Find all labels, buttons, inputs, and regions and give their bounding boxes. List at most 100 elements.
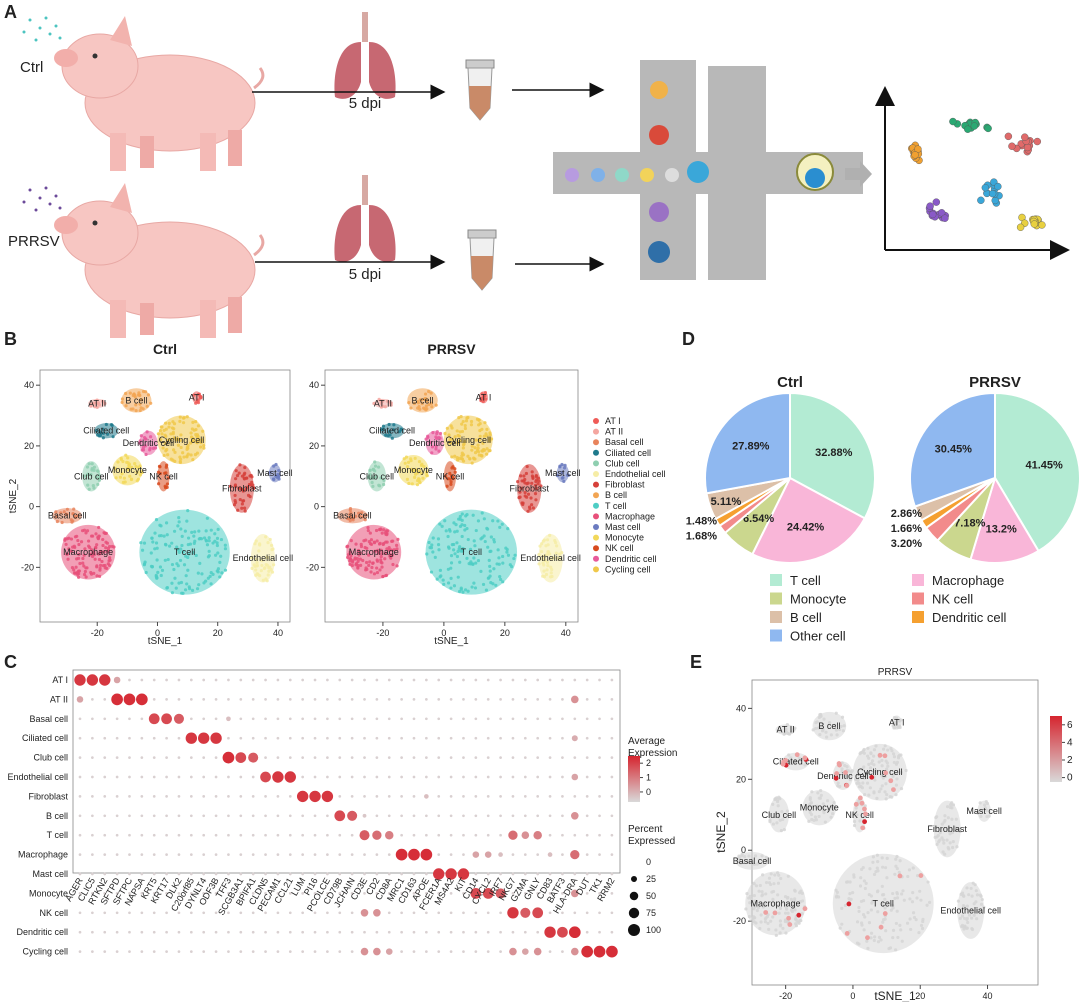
expression-dot — [400, 717, 403, 721]
expression-dot — [251, 872, 255, 876]
expression-dot — [462, 814, 465, 818]
expression-dot — [610, 911, 614, 915]
legend-label: Macrophage — [932, 573, 1004, 588]
expression-dot — [400, 736, 403, 740]
expression-dot — [425, 678, 428, 682]
expression-dot — [202, 853, 206, 856]
expression-dot — [548, 717, 552, 721]
cluster-label: Cycling cell — [159, 435, 205, 445]
expression-dot — [326, 756, 329, 759]
pie-label: 32.88% — [815, 447, 853, 459]
cluster-label: Club cell — [74, 471, 109, 481]
expression-dot — [235, 752, 247, 763]
expression-dot — [548, 736, 552, 740]
expression-dot — [523, 795, 527, 798]
expression-dot — [511, 853, 515, 856]
expression-dot — [227, 911, 230, 915]
group-label: Ctrl — [20, 59, 43, 76]
expression-dot — [523, 872, 527, 876]
expression-dot — [140, 756, 144, 759]
expression-dot — [288, 872, 292, 876]
legend-title: Expressed — [628, 836, 675, 847]
expression-dot — [536, 756, 540, 759]
lung — [334, 175, 396, 262]
expression-dot — [484, 851, 492, 858]
cluster-label: Basal cell — [48, 511, 87, 521]
expression-dot — [338, 717, 342, 721]
expression-dot — [412, 795, 416, 798]
size-key-label: 100 — [646, 925, 661, 935]
legend-label: Fibroblast — [605, 480, 645, 490]
y-axis-label: tSNE_2 — [714, 811, 728, 853]
cluster-label: T cell — [873, 898, 894, 908]
cluster — [139, 430, 158, 456]
cluster — [112, 455, 143, 486]
pie-slice — [704, 391, 791, 495]
expression-dot — [561, 698, 564, 701]
expression-dot — [375, 795, 379, 798]
expression-dot — [91, 930, 94, 934]
expressing-cell — [860, 825, 866, 831]
size-key — [629, 891, 639, 901]
expression-dot — [161, 713, 172, 725]
legend-swatch — [593, 449, 599, 456]
expression-dot — [499, 930, 502, 934]
expressing-cell — [859, 800, 865, 806]
expression-dot — [511, 736, 515, 740]
lung — [334, 12, 396, 99]
cartoon-dot — [970, 122, 979, 130]
expression-dot — [523, 814, 527, 818]
expression-dot — [251, 911, 255, 915]
cluster-label: NK cell — [149, 471, 178, 481]
expression-dot — [573, 872, 577, 876]
cluster — [517, 464, 542, 513]
expression-dot — [227, 814, 230, 818]
expression-dot — [387, 814, 391, 818]
expression-dot — [239, 833, 243, 837]
expression-dot — [400, 814, 403, 818]
spray — [22, 186, 62, 212]
expression-dot — [288, 717, 292, 721]
expression-dot — [338, 698, 342, 701]
expression-dot — [536, 814, 540, 818]
expression-dot — [610, 795, 614, 798]
expression-dot — [152, 795, 156, 798]
expression-dot — [548, 911, 552, 915]
expression-dot — [536, 872, 540, 876]
cluster-label: Monocyte — [108, 465, 147, 475]
cluster — [832, 761, 853, 790]
expression-dot — [610, 833, 614, 837]
expression-dot — [373, 909, 381, 917]
expression-dot — [189, 833, 193, 837]
expression-dot — [301, 911, 305, 915]
expression-dot — [547, 852, 553, 857]
legend-swatch — [593, 439, 599, 446]
cartoon-dot — [1021, 133, 1029, 141]
cluster-label: Ciliated cell — [83, 426, 129, 436]
cluster-label: Ciliated cell — [369, 426, 415, 436]
legend-swatch — [912, 574, 924, 586]
legend-label: B cell — [790, 610, 822, 625]
expression-dot — [511, 872, 515, 876]
expression-dot — [264, 736, 267, 740]
expression-dot — [338, 736, 342, 740]
expression-dot — [227, 795, 230, 798]
cartoon-dot — [991, 196, 999, 205]
expression-dot — [420, 848, 433, 861]
expression-dot — [140, 717, 144, 721]
cluster-label: AT I — [189, 392, 205, 402]
expression-dot — [593, 945, 606, 958]
expression-dot — [347, 810, 358, 821]
expression-dot — [91, 814, 94, 818]
expression-dot — [251, 717, 255, 721]
expression-dot — [78, 892, 82, 895]
cluster-label: Macrophage — [751, 898, 801, 908]
panel-label: A — [4, 2, 17, 22]
expressing-cell — [869, 774, 875, 780]
expression-dot — [152, 736, 156, 740]
cluster-label: Dendritic cell — [817, 771, 869, 781]
expression-dot — [313, 950, 317, 953]
expressing-cell — [865, 935, 870, 941]
cartoon-dot — [932, 198, 941, 206]
expression-dot — [511, 814, 515, 818]
